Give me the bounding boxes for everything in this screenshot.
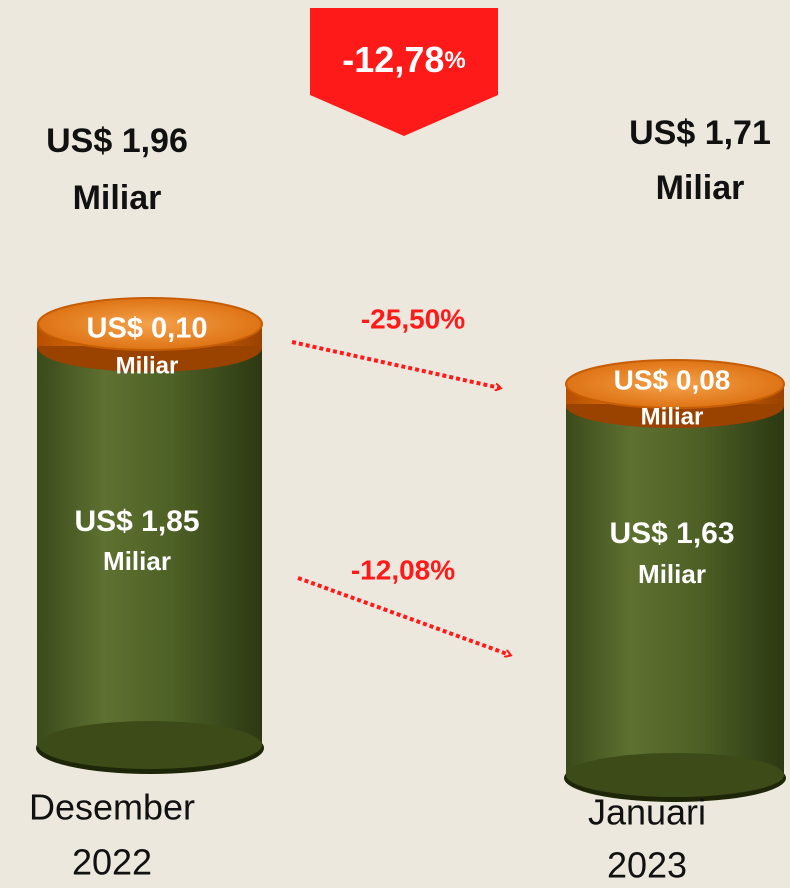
period-year: 2022 <box>72 842 152 883</box>
top-amount: US$ 0,08 <box>614 364 731 395</box>
total-amount: US$ 1,71 <box>629 114 771 152</box>
cylinder-right <box>564 359 786 802</box>
badge-value: -12,78 <box>342 39 444 80</box>
change-label: -25,50% <box>361 303 465 334</box>
bottom-unit: Miliar <box>103 546 171 576</box>
badge-unit: % <box>444 47 465 74</box>
total-unit: Miliar <box>73 179 162 217</box>
period-month: Desember <box>29 787 195 828</box>
total-amount: US$ 1,96 <box>46 122 188 160</box>
change-label: -12,08% <box>351 554 455 585</box>
total-unit: Miliar <box>656 169 745 207</box>
badge-shape <box>310 8 498 136</box>
bottom-amount: US$ 1,63 <box>609 517 734 550</box>
period-month: Januari <box>588 792 706 833</box>
top-amount: US$ 0,10 <box>87 313 208 345</box>
period-year: 2023 <box>607 845 687 886</box>
arrow <box>291 340 500 388</box>
arrow <box>297 576 510 655</box>
cylinder-left <box>36 297 264 774</box>
top-unit: Miliar <box>116 352 179 379</box>
badge-text: -12,78% <box>342 39 465 80</box>
bottom-unit: Miliar <box>638 559 706 589</box>
top-unit: Miliar <box>641 403 704 430</box>
bottom-amount: US$ 1,85 <box>74 505 199 538</box>
